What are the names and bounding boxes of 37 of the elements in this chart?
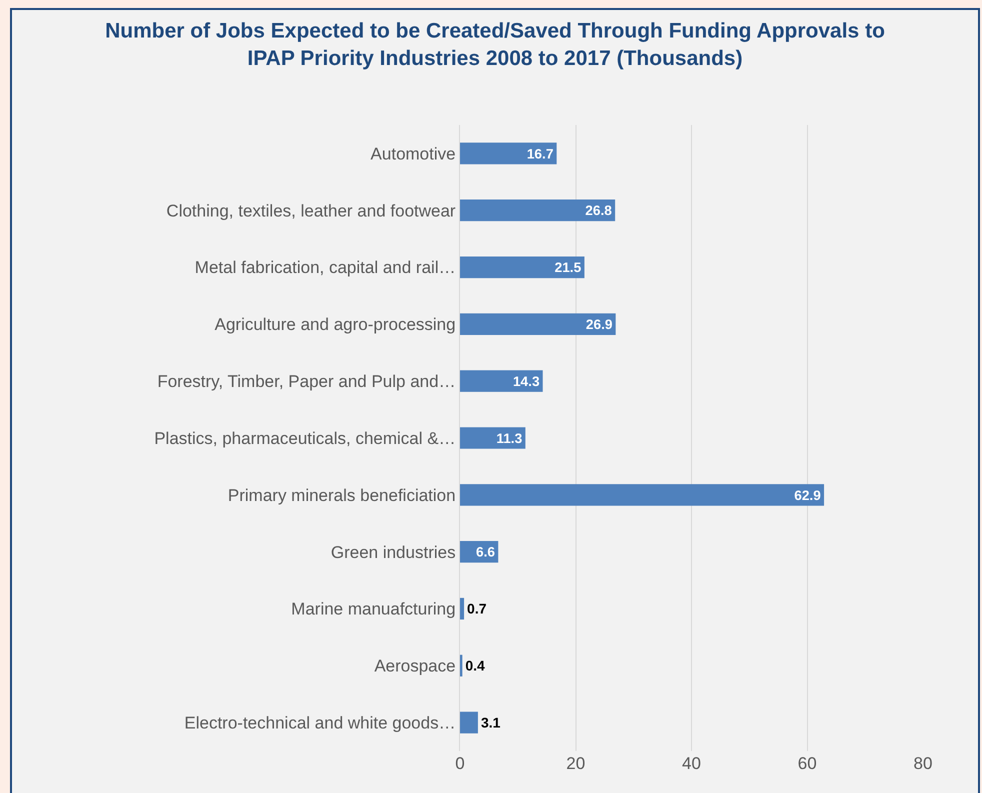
bar <box>460 256 584 278</box>
bar <box>460 598 464 620</box>
chart-title: Number of Jobs Expected to be Created/Saved Through Funding Approvals to IPAP Priority Industries 2008 to 2017 (Thousands) <box>105 20 885 70</box>
y-tick-label: Electro-technical and white goods… <box>184 714 456 732</box>
x-tick-label: 80 <box>914 754 932 773</box>
y-tick-label: Metal fabrication, capital and rail… <box>194 258 456 278</box>
y-tick-label: Primary minerals beneficiation <box>228 486 456 505</box>
bar <box>460 370 543 392</box>
data-label: 3.1 <box>480 714 501 731</box>
data-label: 26.8 <box>585 203 612 218</box>
data-label: 0.7 <box>467 600 487 617</box>
y-tick-label: Clothing, textiles, leather and footwear <box>166 201 456 220</box>
y-tick-label: Agriculture and agro-processing <box>214 315 456 334</box>
bar <box>460 484 824 506</box>
data-label: 16.7 <box>526 146 554 162</box>
y-tick-label: Marine manuafcturing <box>291 600 456 619</box>
data-label: 14.3 <box>512 374 540 389</box>
y-tick-label: Aerospace <box>374 656 456 676</box>
y-tick-label: Automotive <box>370 144 456 164</box>
x-tick-label: 20 <box>566 754 586 773</box>
data-label: 26.9 <box>586 317 613 332</box>
bar <box>460 200 616 222</box>
bar <box>460 427 526 449</box>
x-tick-label: 40 <box>682 754 701 773</box>
data-label: 21.5 <box>554 260 582 276</box>
y-tick-label: Green industries <box>330 542 456 562</box>
x-tick-label: 0 <box>455 754 465 773</box>
y-tick-label: Forestry, Timber, Paper and Pulp and… <box>157 372 456 392</box>
data-label: 0.4 <box>465 658 485 674</box>
bar <box>460 142 557 164</box>
data-label: 62.9 <box>794 488 822 503</box>
data-label: 6.6 <box>476 544 496 560</box>
data-label: 11.3 <box>496 430 523 446</box>
bar <box>460 712 478 734</box>
bar <box>460 313 616 335</box>
x-tick-label: 60 <box>798 754 817 773</box>
y-tick-label: Plastics, pharmaceuticals, chemical &… <box>154 428 456 448</box>
